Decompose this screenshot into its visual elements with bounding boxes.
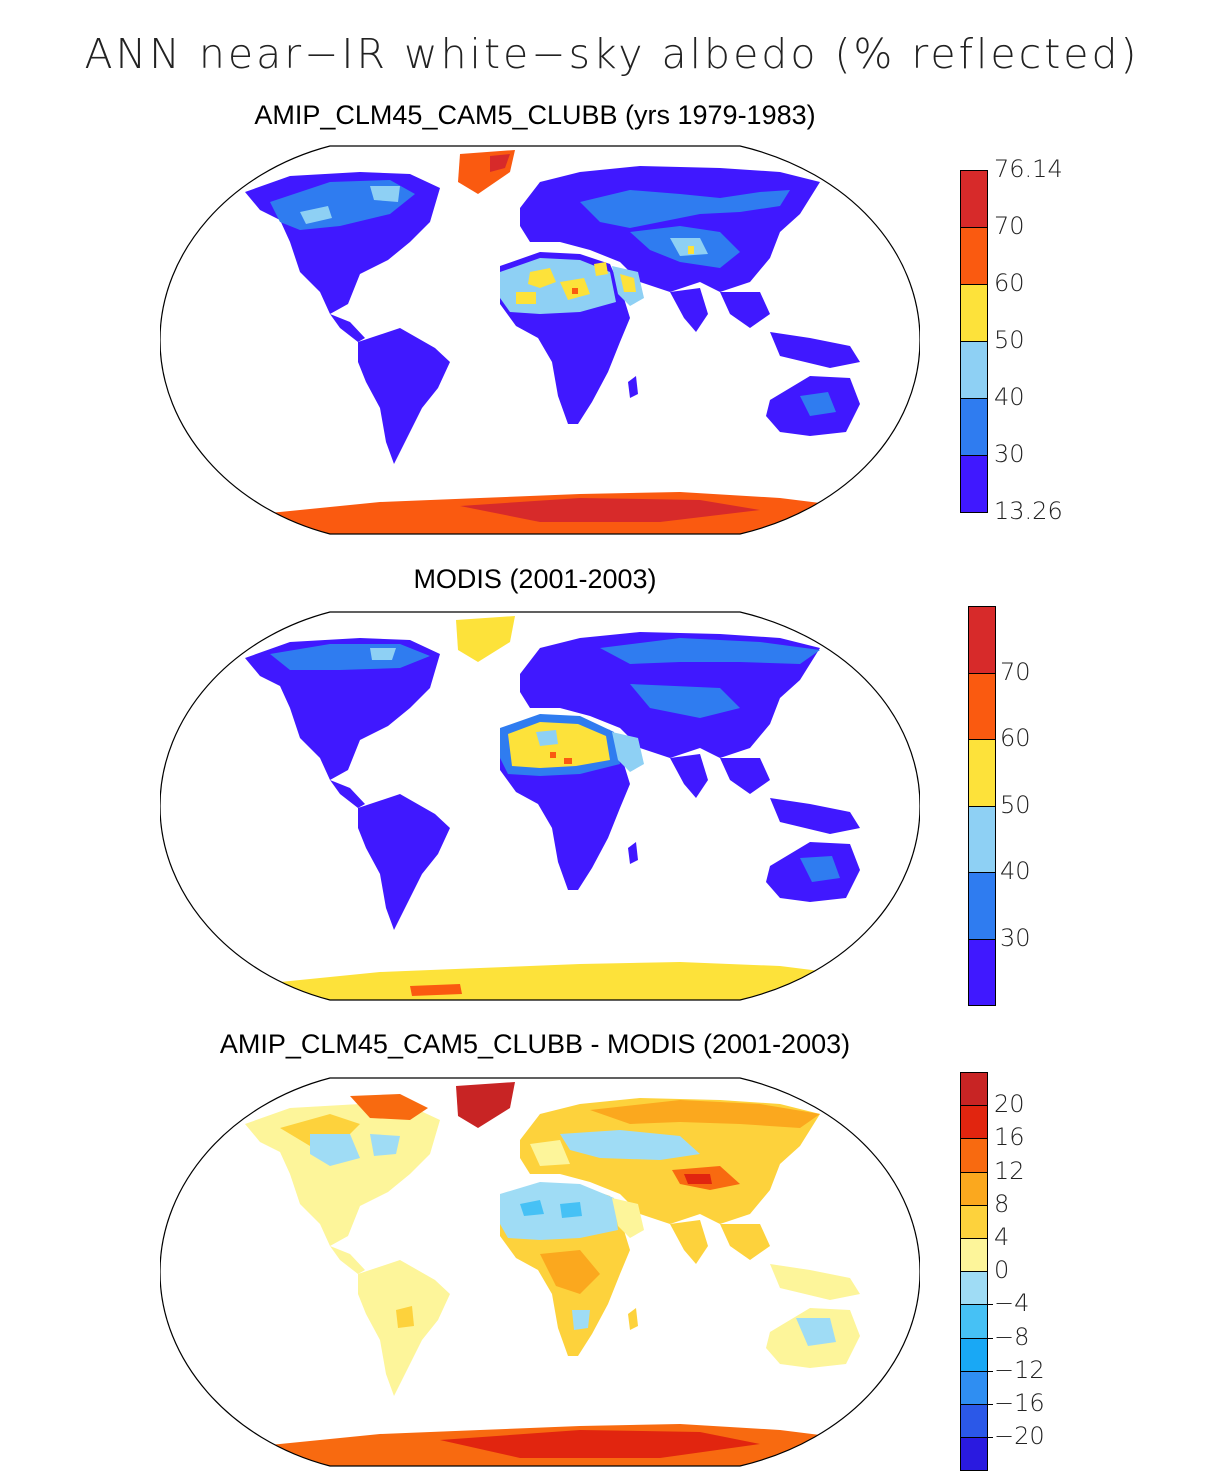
colorbar-segment [960,1370,988,1405]
map-model-albedo [160,145,920,535]
colorbar-segment [960,455,988,513]
map-modis-albedo [160,611,920,1001]
colorbar-label: 8 [994,1189,1010,1218]
colorbar-segment [968,872,996,940]
colorbar-label: 4 [994,1223,1010,1251]
colorbar-segment [960,1304,988,1339]
colorbar-label: 0 [994,1256,1010,1285]
colorbar-segment [960,1238,988,1273]
colorbar-label: 13.26 [994,497,1063,525]
colorbar-label: 60 [1000,724,1031,752]
colorbar-segment [960,1337,988,1372]
colorbar-segment [960,1404,988,1439]
colorbar-label: −4 [994,1289,1030,1318]
colorbar-segment [960,1138,988,1173]
colorbar-segment [960,1204,988,1239]
colorbar-segment [968,739,996,807]
colorbar-tick [986,1437,993,1439]
colorbar-segment [960,1271,988,1306]
colorbar-label: 76.14 [994,155,1063,183]
colorbar-label: 70 [1000,657,1031,686]
colorbar-segment [960,1171,988,1206]
colorbar-segment [968,672,996,740]
panel-3-title: AMIP_CLM45_CAM5_CLUBB - MODIS (2001-2003… [219,1029,851,1059]
colorbar-label: 16 [994,1123,1025,1152]
colorbar-segment [960,398,988,456]
colorbar-label: 30 [994,440,1025,468]
colorbar-label: −16 [994,1389,1045,1417]
colorbar-label: −12 [994,1355,1045,1384]
panel-1-title: AMIP_CLM45_CAM5_CLUBB (yrs 1979-1983) [254,100,816,130]
colorbar-label: 70 [994,212,1025,240]
colorbar-label: 40 [994,383,1025,411]
colorbar-segment [960,1437,988,1472]
colorbar-segment [960,1072,988,1107]
panel-2-title: MODIS (2001-2003) [413,564,657,594]
colorbar-segment [960,170,988,228]
colorbar-tick [986,1370,993,1372]
colorbar-label: −20 [994,1422,1045,1451]
colorbar-segment [968,606,996,674]
colorbar-label: 60 [994,269,1025,297]
figure-title: ANN near−IR white−sky albedo (% reflecte… [84,30,1140,78]
colorbar-label: 30 [1000,923,1031,952]
colorbar-label: 40 [1000,857,1031,885]
colorbar-tick [986,1404,993,1405]
colorbar-segment [960,284,988,342]
colorbar-label: 50 [1000,790,1031,819]
colorbar-label: 20 [994,1090,1025,1119]
colorbar-segment [968,938,996,1006]
colorbar-segment [960,341,988,399]
colorbar-segment [968,805,996,873]
colorbar-label: 12 [994,1156,1025,1185]
colorbar-tick [986,1304,993,1306]
colorbar-segment [960,227,988,285]
colorbar-segment [960,1105,988,1140]
colorbar-label: −8 [994,1322,1030,1351]
colorbar-label: 50 [994,326,1025,354]
colorbar-tick [986,1337,993,1339]
map-difference [160,1077,920,1467]
